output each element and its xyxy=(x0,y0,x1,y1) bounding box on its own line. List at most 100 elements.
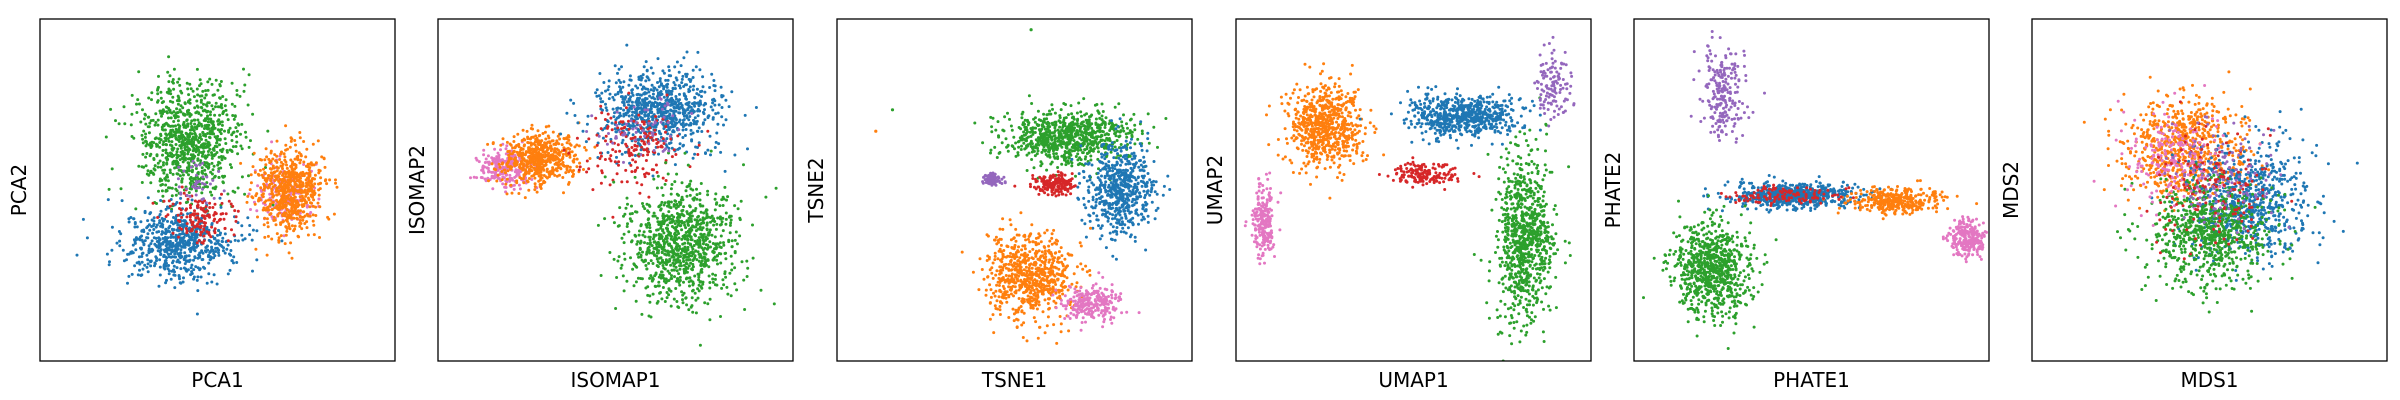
scatter-point xyxy=(275,165,279,169)
scatter-point xyxy=(516,172,520,176)
scatter-point xyxy=(144,144,148,148)
scatter-point xyxy=(188,131,192,135)
scatter-point xyxy=(172,154,176,157)
scatter-point xyxy=(614,150,618,154)
scatter-point xyxy=(189,182,193,186)
scatter-point xyxy=(644,223,648,227)
scatter-point xyxy=(249,181,253,185)
scatter-point xyxy=(157,189,160,193)
scatter-point xyxy=(220,192,223,196)
scatter-point xyxy=(158,258,162,262)
scatter-point xyxy=(187,191,191,195)
scatter-point xyxy=(203,210,207,214)
scatter-point xyxy=(606,88,610,92)
scatter-point xyxy=(149,152,153,156)
scatter-point xyxy=(671,261,675,265)
scatter-point xyxy=(210,225,214,229)
scatter-point xyxy=(266,234,270,238)
scatter-point xyxy=(240,147,244,151)
scatter-point xyxy=(617,115,621,119)
scatter-point xyxy=(215,138,219,142)
scatter-point xyxy=(305,212,309,216)
scatter-point xyxy=(198,182,202,186)
scatter-point xyxy=(691,88,695,92)
scatter-point xyxy=(685,72,689,76)
scatter-point xyxy=(158,178,162,182)
scatter-point xyxy=(677,84,681,88)
scatter-point xyxy=(254,247,258,251)
scatter-point xyxy=(699,182,703,185)
scatter-point xyxy=(599,154,603,158)
scatter-point xyxy=(164,183,168,187)
scatter-point xyxy=(705,223,709,227)
scatter-point xyxy=(264,199,268,203)
scatter-point xyxy=(189,87,193,91)
scatter-point xyxy=(190,198,194,202)
scatter-point xyxy=(317,188,321,192)
scatter-point xyxy=(648,251,652,255)
scatter-point xyxy=(493,147,497,151)
scatter-point xyxy=(257,173,261,177)
scatter-point xyxy=(175,189,179,193)
scatter-point xyxy=(696,114,700,118)
scatter-point xyxy=(629,95,633,99)
scatter-point xyxy=(639,74,643,78)
scatter-point xyxy=(719,234,723,238)
scatter-point xyxy=(527,160,531,164)
scatter-point xyxy=(176,80,180,84)
scatter-point xyxy=(192,146,196,150)
scatter-point xyxy=(287,180,291,184)
scatter-point xyxy=(646,218,650,222)
scatter-point xyxy=(158,213,162,216)
scatter-point xyxy=(696,153,700,156)
scatter-point xyxy=(627,103,631,107)
scatter-point xyxy=(740,260,744,264)
scatter-point xyxy=(195,67,199,71)
scatter-point xyxy=(494,168,498,172)
scatter-point xyxy=(178,220,182,223)
scatter-point xyxy=(493,175,497,179)
scatter-point xyxy=(532,156,536,160)
scatter-point xyxy=(575,136,579,140)
scatter-point xyxy=(197,124,201,128)
scatter-point xyxy=(210,280,214,284)
scatter-point xyxy=(632,124,636,128)
scatter-point xyxy=(161,143,165,146)
scatter-point xyxy=(275,188,278,192)
scatter-point xyxy=(701,248,705,252)
scatter-point xyxy=(132,217,136,221)
scatter-point xyxy=(534,137,538,141)
scatter-point xyxy=(81,217,85,221)
scatter-point xyxy=(323,165,327,169)
scatter-point xyxy=(696,50,700,54)
scatter-point xyxy=(130,112,134,116)
scatter-point xyxy=(174,183,178,187)
scatter-point xyxy=(681,298,684,302)
scatter-point xyxy=(188,215,192,219)
scatter-point xyxy=(162,199,166,203)
scatter-point xyxy=(616,71,619,75)
scatter-point xyxy=(569,98,573,102)
scatter-point xyxy=(658,131,662,135)
scatter-point xyxy=(194,167,198,170)
scatter-point xyxy=(120,199,124,203)
scatter-point xyxy=(195,180,198,183)
scatter-point xyxy=(562,191,565,195)
scatter-point xyxy=(279,160,283,164)
scatter-point xyxy=(700,233,704,237)
scatter-point xyxy=(668,271,672,275)
scatter-point xyxy=(136,273,140,277)
scatter-point xyxy=(525,179,529,183)
scatter-point xyxy=(146,125,150,129)
scatter-point xyxy=(698,198,702,202)
scatter-point xyxy=(627,83,631,87)
scatter-point xyxy=(189,203,192,207)
scatter-point xyxy=(543,159,547,163)
scatter-point xyxy=(685,50,689,54)
scatter-point xyxy=(207,117,211,121)
scatter-point xyxy=(510,191,514,195)
scatter-point xyxy=(221,110,225,114)
scatter-point xyxy=(507,156,511,160)
scatter-point xyxy=(642,65,646,69)
scatter-point xyxy=(559,162,563,166)
